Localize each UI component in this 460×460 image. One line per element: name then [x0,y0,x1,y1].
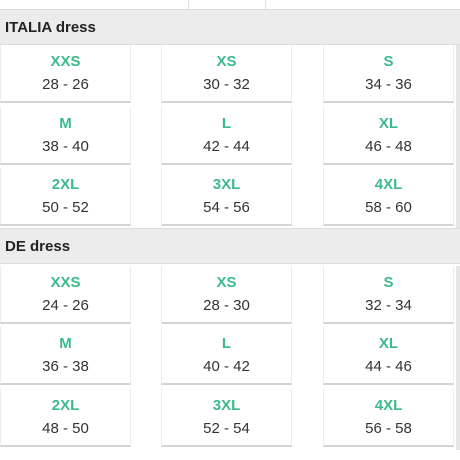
section-header-de: DE dress [0,228,460,264]
size-option[interactable]: XS 30 - 32 [161,45,292,103]
size-label: 4XL [374,397,403,414]
size-range: 38 - 40 [42,138,89,155]
size-label: L [221,115,232,132]
size-label: XXS [50,53,81,70]
size-option[interactable]: 3XL 54 - 56 [161,168,292,226]
size-option[interactable]: 2XL 50 - 52 [0,168,131,226]
size-label: L [221,335,232,352]
size-range: 30 - 32 [203,76,250,93]
size-label: 3XL [212,397,241,414]
size-option[interactable]: 2XL 48 - 50 [0,389,131,447]
size-option[interactable]: 4XL 58 - 60 [323,168,454,226]
size-option[interactable]: L 40 - 42 [161,327,292,385]
size-label: XS [216,53,237,70]
size-range: 36 - 38 [42,358,89,375]
size-option[interactable]: M 38 - 40 [0,107,131,165]
size-option[interactable]: S 32 - 34 [323,266,454,324]
size-label: XXS [50,274,81,291]
size-label: XS [216,274,237,291]
size-label: S [383,53,394,70]
size-range: 42 - 44 [203,138,250,155]
size-option[interactable]: XL 44 - 46 [323,327,454,385]
size-option[interactable]: L 42 - 44 [161,107,292,165]
size-label: 2XL [51,397,80,414]
size-range: 44 - 46 [365,358,412,375]
section-title: DE dress [5,237,71,255]
size-label: 3XL [212,176,241,193]
size-option[interactable]: M 36 - 38 [0,327,131,385]
size-range: 58 - 60 [365,199,412,216]
size-option[interactable]: 4XL 56 - 58 [323,389,454,447]
size-label: 4XL [374,176,403,193]
size-range: 56 - 58 [365,420,412,437]
section-header-italia: ITALIA dress [0,9,460,45]
size-range: 52 - 54 [203,420,250,437]
size-option[interactable]: XXS 24 - 26 [0,266,131,324]
right-divider [456,266,460,450]
size-label: M [59,335,72,352]
section-title: ITALIA dress [5,18,96,36]
size-range: 34 - 36 [365,76,412,93]
size-range: 32 - 34 [365,297,412,314]
size-option[interactable]: XS 28 - 30 [161,266,292,324]
right-divider [456,45,460,228]
size-option[interactable]: XL 46 - 48 [323,107,454,165]
size-range: 50 - 52 [42,199,89,216]
size-range: 28 - 30 [203,297,250,314]
size-option[interactable]: XXS 28 - 26 [0,45,131,103]
size-range: 28 - 26 [42,76,89,93]
size-option[interactable]: 3XL 52 - 54 [161,389,292,447]
size-range: 24 - 26 [42,297,89,314]
size-range: 54 - 56 [203,199,250,216]
size-range: 48 - 50 [42,420,89,437]
size-label: 2XL [51,176,80,193]
size-option[interactable]: S 34 - 36 [323,45,454,103]
size-label: XL [378,335,399,352]
size-range: 40 - 42 [203,358,250,375]
size-label: M [59,115,72,132]
size-range: 46 - 48 [365,138,412,155]
size-label: XL [378,115,399,132]
size-label: S [383,274,394,291]
